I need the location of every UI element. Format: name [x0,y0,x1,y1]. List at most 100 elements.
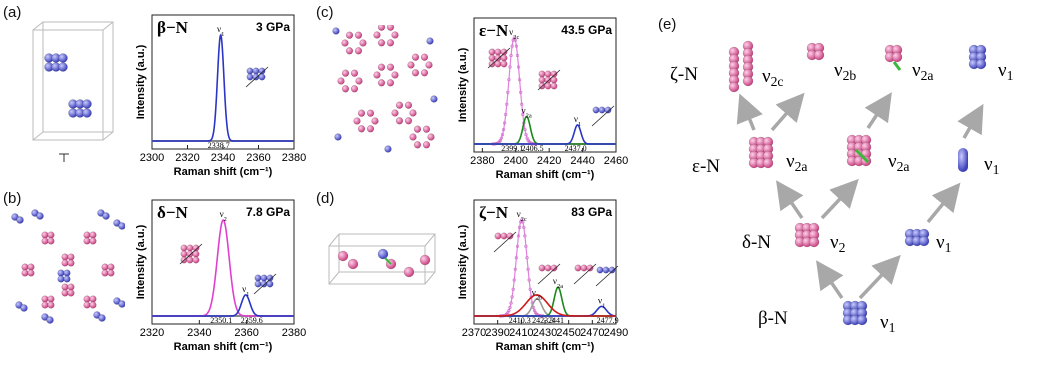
atom [266,274,274,282]
atom [67,289,75,297]
atom [544,82,552,90]
atom [354,31,363,39]
atom [67,259,75,267]
evolution-arrow [736,93,763,131]
atom [411,53,420,61]
atom [252,73,260,81]
atom [409,109,417,117]
atom [355,77,363,85]
atom [422,125,431,133]
x-tick-label: 2320 [175,152,199,164]
atom [57,275,65,283]
data-point [500,132,505,137]
y-axis-label: Intensity (a.u.) [457,47,469,122]
atom [47,231,55,239]
pressure-label: 43.5 GPa [561,23,612,37]
atom [494,232,502,240]
x-tick-label: 2380 [470,155,494,167]
atom [61,289,69,297]
v2-molecule-inset [179,243,203,265]
mode-label: ν2b [834,60,856,83]
atom [186,250,194,258]
atom [67,253,75,261]
peak-value-label: 2338.7 [208,141,230,150]
vibration-arrow [595,265,619,287]
atom [386,79,395,87]
atom [354,47,363,55]
atom [366,125,375,133]
atom [98,314,106,322]
pressure-label: 83 GPa [571,205,612,219]
atom [373,71,381,79]
vibration-arrow [487,47,511,69]
atom [728,81,740,93]
atom [608,266,616,274]
atom [377,63,386,71]
atom [494,48,502,56]
x-axis-label: Raman shift (cm⁻¹) [496,341,595,353]
atom [186,256,194,264]
atom [332,27,340,35]
atom [101,269,109,277]
evolution-arrow [776,180,804,219]
data-point [510,44,514,48]
series-line-v1 [152,33,294,142]
zeta-v2b-cluster [806,42,825,61]
atom [83,231,91,239]
evolution-arrow [957,103,984,139]
evolution-arrow [816,260,844,299]
data-point [525,256,529,260]
peak-value-label: 2406.5 [522,144,544,153]
data-point [515,53,520,58]
atom [246,73,254,81]
x-tick-label: 2450 [556,327,580,339]
data-point [514,256,518,260]
atom [975,58,987,70]
atom [27,269,35,277]
atom [813,49,825,61]
mode-label: ν1 [242,284,249,298]
atom [254,274,262,282]
pressure-label: 3 GPa [256,20,290,34]
v2b-molecule-inset [537,263,561,285]
x-tick-label: 2430 [533,327,557,339]
v1-molecule-inset [595,265,619,287]
atom [586,264,594,272]
atom [41,237,49,245]
atom [61,253,69,261]
x-axis-label: Raman shift (cm⁻¹) [496,169,595,181]
zeta-n-crystal-structure [328,233,436,285]
atom [102,212,110,220]
atom [36,212,44,220]
atom [500,48,508,56]
pressure-label: 7.8 GPa [246,205,290,219]
vibration-arrow [245,66,269,88]
data-point [511,287,515,291]
atom [41,231,49,239]
atom [254,280,262,288]
y-axis-label: Intensity (a.u.) [135,224,147,299]
peak-value-label: 2350.1 [210,316,232,325]
x-tick-label: 2360 [234,327,258,339]
zeta-v2a-cluster [884,44,903,63]
atom [83,237,91,245]
data-point [512,278,516,282]
data-point [518,78,522,82]
mode-label: ν1 [598,295,605,309]
v2c-molecule-inset [493,231,517,253]
atom [366,109,375,117]
atom [260,280,268,288]
atom [118,222,125,230]
atom [580,264,588,272]
plot-frame [151,14,295,150]
atom [16,216,24,224]
atom [762,157,774,169]
peak-value-label: 2410.3 [509,316,531,325]
data-point [524,244,528,248]
data-point [508,65,512,69]
raman-mode-evolution-diagram: ζ-N ν2c ν2b ν2a ν1 ε-N ν2a ν2a ν1 δ-N ν2 ν1 β-N ν1 [670,40,1014,335]
data-point [526,267,530,271]
data-point [523,234,527,238]
panel-d-label: (d) [316,190,335,207]
data-point [514,44,518,48]
